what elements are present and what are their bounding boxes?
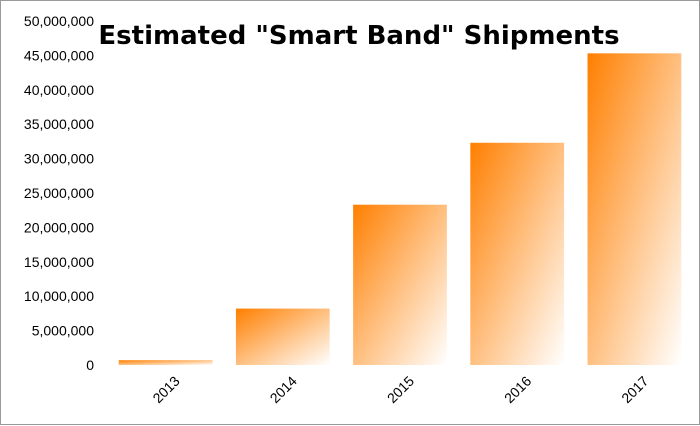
- y-tick-label: 45,000,000: [24, 47, 94, 63]
- chart-title: Estimated "Smart Band" Shipments: [98, 21, 619, 51]
- y-tick-label: 0: [86, 357, 94, 373]
- x-axis-labels: 2013 2014 2015 2016 2017: [149, 373, 651, 406]
- bars: [118, 53, 682, 365]
- y-tick-label: 30,000,000: [24, 151, 94, 167]
- x-tick-label: 2017: [618, 373, 651, 406]
- y-tick-label: 15,000,000: [24, 254, 94, 270]
- bar-2014: [235, 308, 330, 365]
- bar-2015: [353, 204, 447, 365]
- y-tick-label: 35,000,000: [24, 116, 94, 132]
- y-tick-label: 50,000,000: [24, 13, 94, 29]
- y-tick-label: 10,000,000: [24, 288, 94, 304]
- y-tick-label: 20,000,000: [24, 219, 94, 235]
- x-tick-label: 2016: [501, 373, 534, 406]
- x-tick-label: 2013: [149, 373, 182, 406]
- bar-2016: [470, 142, 565, 365]
- bar-2013: [118, 360, 213, 365]
- y-axis-labels: 0 5,000,000 10,000,000 15,000,000 20,000,000…: [24, 13, 94, 373]
- y-tick-label: 5,000,000: [32, 323, 94, 339]
- y-tick-label: 25,000,000: [24, 185, 94, 201]
- x-tick-label: 2014: [267, 373, 300, 406]
- bar-2017: [587, 53, 682, 365]
- x-tick-label: 2015: [384, 373, 417, 406]
- y-tick-label: 40,000,000: [24, 82, 94, 98]
